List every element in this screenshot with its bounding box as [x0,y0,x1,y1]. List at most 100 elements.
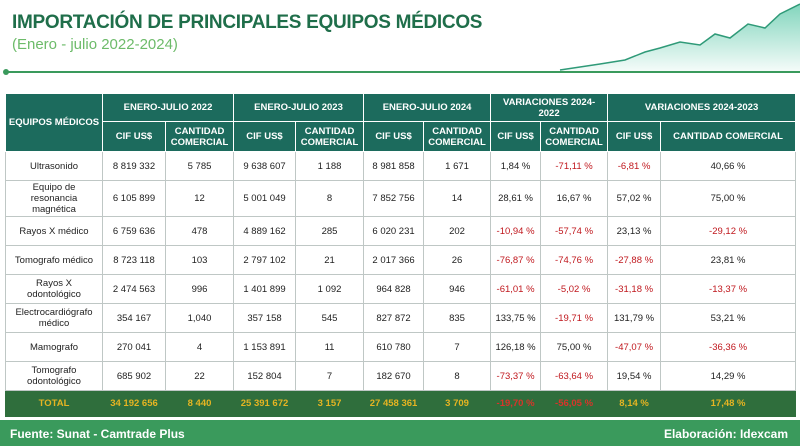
cell: -76,87 % [490,245,542,275]
cell: -13,37 % [660,274,797,304]
cell: 7 852 756 [363,180,425,217]
cell: 4 889 162 [233,216,297,246]
cell: 1 092 [295,274,365,304]
row-label: Tomografo odontológico [5,361,103,391]
row-label: Mamografo [5,332,103,362]
cell: -29,12 % [660,216,797,246]
cell: 6 759 636 [102,216,166,246]
subheader-row: CIF US$ CANTIDAD COMERCIAL CIF US$ CANTIDAD… [6,121,797,152]
cell: 75,00 % [540,332,609,362]
cell: 152 804 [233,361,297,391]
cell: -19,70 % [490,390,542,417]
cell: 126,18 % [490,332,542,362]
group-header: ENERO-JULIO 2024 [363,93,492,122]
cell: 270 041 [102,332,166,362]
subheader: CANTIDAD COMERCIAL [295,121,365,152]
cell: 478 [164,216,235,246]
cell: 16,67 % [540,180,609,217]
cell: 8 [423,361,492,391]
data-row: Tomografo odontológico 685 902 22 152 804 7 1… [5,361,797,391]
cell: 4 [164,332,235,362]
header-row: EQUIPOS MÉDICOS ENERO-JULIO 2022 ENERO-JUL… [5,93,797,152]
cell: 946 [423,274,492,304]
cell: 3 157 [295,390,365,417]
subheader: CANTIDAD COMERCIAL [164,121,235,152]
cell: 996 [164,274,235,304]
cell: 2 017 366 [363,245,425,275]
total-row: TOTAL 34 192 656 8 440 25 391 672 3 157 27 45… [5,390,797,417]
cell: 8,14 % [607,390,662,417]
cell: -63,64 % [540,361,609,391]
subheader: CANTIDAD COMERCIAL [540,121,609,152]
group-header: VARIACIONES 2024-2023 [607,93,797,122]
cell: 27 458 361 [363,390,425,417]
cell: 53,21 % [660,303,797,333]
cell: -27,88 % [607,245,662,275]
cell: 14 [423,180,492,217]
cell: 6 020 231 [363,216,425,246]
cell: 610 780 [363,332,425,362]
row-label: Equipo de resonancia magnética [5,180,103,217]
cell: 8 981 858 [363,151,425,181]
cell: 133,75 % [490,303,542,333]
cell: 354 167 [102,303,166,333]
cell: -56,05 % [540,390,609,417]
cell: 19,54 % [607,361,662,391]
cell: 8 819 332 [102,151,166,181]
row-label: TOTAL [5,390,103,417]
cell: 2 797 102 [233,245,297,275]
cell: 357 158 [233,303,297,333]
cell: 835 [423,303,492,333]
footer: Fuente: Sunat - Camtrade Plus Elaboració… [0,420,800,446]
cell: -74,76 % [540,245,609,275]
cell: 1 188 [295,151,365,181]
group-header: EQUIPOS MÉDICOS [5,93,103,152]
cell: -61,01 % [490,274,542,304]
cell: -36,36 % [660,332,797,362]
group-header: ENERO-JULIO 2022 [101,93,235,122]
data-row: Tomografo médico 8 723 118 103 2 797 102 21 2… [5,245,797,275]
data-row: Mamografo 270 041 4 1 153 891 11 610 780 7 126,… [5,332,797,362]
cell: 14,29 % [660,361,797,391]
credit: Elaboración: Idexcam [663,427,788,441]
data-row: Electrocardiógrafo médico 354 167 1,040 357… [5,303,797,333]
cell: 1 671 [423,151,492,181]
cell: 25 391 672 [233,390,297,417]
cell: -73,37 % [490,361,542,391]
row-label: Tomografo médico [5,245,103,275]
data-table: EQUIPOS MÉDICOS ENERO-JULIO 2022 ENERO-JUL… [5,93,797,417]
subheader: CIF US$ [607,121,662,152]
row-label: Electrocardiógrafo médico [5,303,103,333]
row-label: Ultrasonido [5,151,103,181]
cell: -71,11 % [540,151,609,181]
cell: 1 153 891 [233,332,297,362]
cell: 7 [295,361,365,391]
group-header: ENERO-JULIO 2023 [233,93,365,122]
subtitle: (Enero - julio 2022-2024) [12,36,178,53]
cell: 964 828 [363,274,425,304]
cell: -31,18 % [607,274,662,304]
row-label: Rayos X médico [5,216,103,246]
cell: 1 401 899 [233,274,297,304]
source: Fuente: Sunat - Camtrade Plus [10,427,185,441]
cell: 1,84 % [490,151,542,181]
cell: 285 [295,216,365,246]
cell: 34 192 656 [102,390,166,417]
cell: -47,07 % [607,332,662,362]
cell: 685 902 [102,361,166,391]
cell: 3 709 [423,390,492,417]
subheader: CANTIDAD COMERCIAL [660,121,797,152]
cell: 12 [164,180,235,217]
cell: 827 872 [363,303,425,333]
cell: 26 [423,245,492,275]
cell: 22 [164,361,235,391]
cell: 8 723 118 [102,245,166,275]
cell: 23,81 % [660,245,797,275]
cell: 545 [295,303,365,333]
subheader: CIF US$ [233,121,297,152]
cell: 2 474 563 [102,274,166,304]
cell: 182 670 [363,361,425,391]
cell: 7 [423,332,492,362]
cell: 8 [295,180,365,217]
